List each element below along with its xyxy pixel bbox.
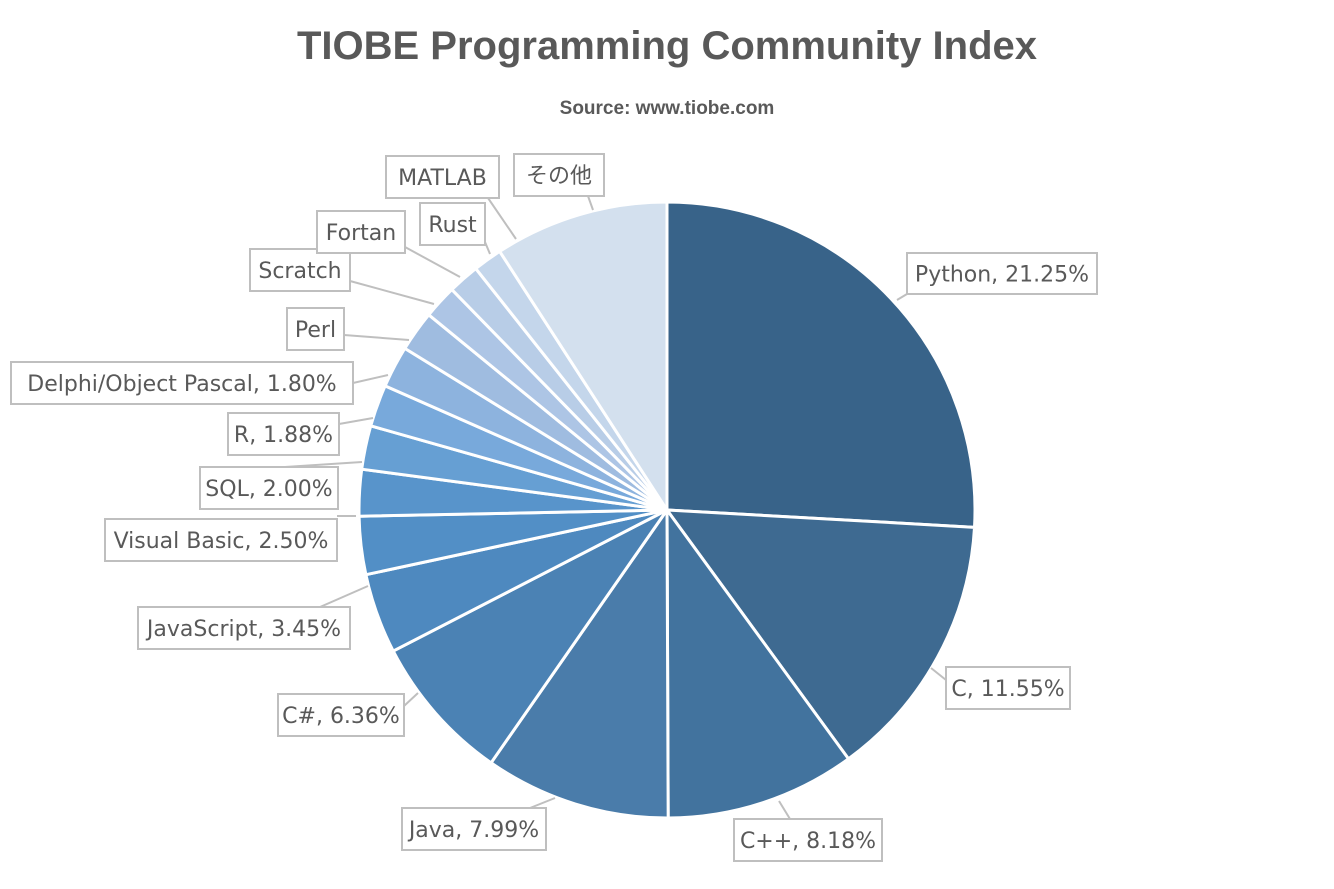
leader-line <box>404 246 461 278</box>
data-label: R, 1.88% <box>227 412 340 456</box>
data-label: C, 11.55% <box>945 666 1071 710</box>
leader-line <box>338 417 374 425</box>
leader-line <box>587 195 594 211</box>
chart-title: TIOBE Programming Community Index <box>296 24 1038 68</box>
data-label-box <box>104 518 338 562</box>
leader-line <box>343 334 410 341</box>
pie-slice-c <box>391 508 669 765</box>
leader-line <box>487 197 517 240</box>
leader-line <box>349 280 435 305</box>
data-label: Fortan <box>316 210 406 254</box>
pie-slice-python <box>665 200 977 529</box>
data-label-box <box>385 155 500 199</box>
data-label-box <box>401 807 547 851</box>
data-label-text: C, 11.55% <box>951 677 1064 702</box>
data-label-text: Delphi/Object Pascal, 1.80% <box>27 372 336 397</box>
data-label-text: R, 1.88% <box>234 423 333 448</box>
data-label: Perl <box>286 307 345 351</box>
data-label-text: JavaScript, 3.45% <box>145 617 341 642</box>
data-label-box <box>137 606 351 650</box>
data-label-box <box>733 818 883 862</box>
data-label-text: Visual Basic, 2.50% <box>114 529 329 554</box>
data-label-text: SQL, 2.00% <box>205 477 332 502</box>
pie-slice-c <box>665 508 850 820</box>
data-label-box <box>227 412 340 456</box>
leader-line <box>403 692 419 707</box>
data-label: MATLAB <box>385 155 500 199</box>
data-label-text: MATLAB <box>398 166 487 191</box>
pie-slice-c <box>665 508 977 761</box>
data-label-text: Scratch <box>258 259 341 284</box>
leader-line <box>930 667 947 681</box>
data-label-box <box>286 307 345 351</box>
leader-line <box>352 374 389 384</box>
data-label-text: Fortan <box>326 221 396 246</box>
data-label-text: Perl <box>295 318 336 343</box>
data-label: JavaScript, 3.45% <box>137 606 351 650</box>
data-label-text: C++, 8.18% <box>740 829 876 854</box>
leader-line <box>896 293 908 301</box>
data-label-text: Python, 21.25% <box>915 263 1089 288</box>
data-label-box <box>249 248 351 292</box>
data-label: Scratch <box>249 248 351 292</box>
data-label: Rust <box>419 202 486 246</box>
data-label-box <box>513 153 605 197</box>
data-label: SQL, 2.00% <box>199 466 339 510</box>
pie-slice-java <box>489 508 670 820</box>
data-label-box <box>316 210 406 254</box>
data-label-box <box>419 202 486 246</box>
leader-line <box>778 800 791 820</box>
data-label-text: その他 <box>526 164 592 189</box>
chart-subtitle: Source: www.tiobe.com <box>559 98 775 119</box>
leader-line <box>529 797 556 809</box>
data-label-box <box>906 252 1098 295</box>
data-label-text: C#, 6.36% <box>282 704 400 729</box>
data-label: その他 <box>513 153 605 197</box>
data-label-text: Java, 7.99% <box>407 818 539 843</box>
data-label: Visual Basic, 2.50% <box>104 518 338 562</box>
pie-slices <box>357 200 977 820</box>
data-label-box <box>277 693 405 737</box>
data-label: Delphi/Object Pascal, 1.80% <box>10 361 354 405</box>
data-label: C++, 8.18% <box>733 818 883 862</box>
data-label-box <box>10 361 354 405</box>
data-label: C#, 6.36% <box>277 693 405 737</box>
data-label-box <box>945 666 1071 710</box>
data-label: Python, 21.25% <box>906 252 1098 295</box>
data-label-box <box>199 466 339 510</box>
data-label: Java, 7.99% <box>401 807 547 851</box>
pie-slice- <box>498 200 669 512</box>
data-labels: Python, 21.25% C, 11.55% C++, 8.18% Java, 7… <box>10 153 1098 862</box>
data-label-text: Rust <box>428 213 477 238</box>
leader-line <box>263 585 369 608</box>
